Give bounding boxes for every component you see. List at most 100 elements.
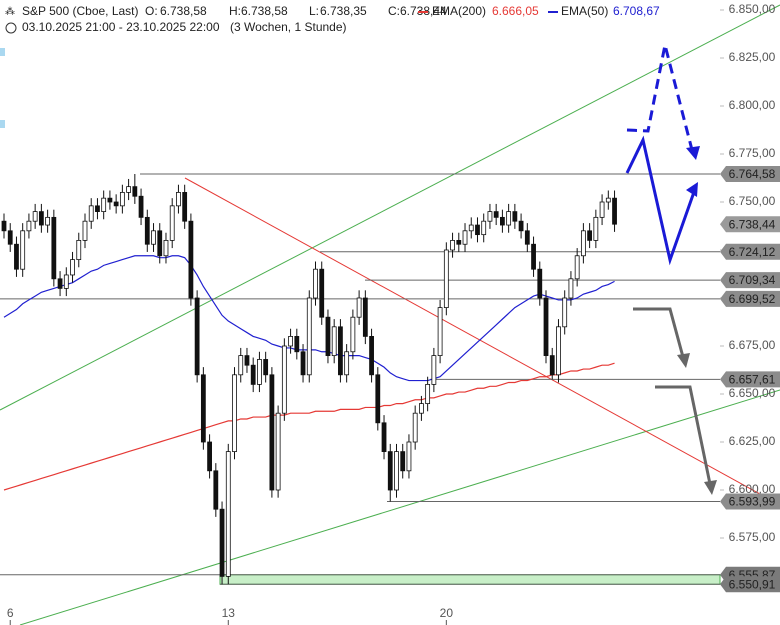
arrow	[625, 135, 696, 266]
candle-body	[531, 243, 536, 270]
candle-body	[213, 470, 219, 510]
price-tag-label: 6.593,99	[729, 495, 776, 509]
trend-line	[19, 389, 780, 625]
candle-body	[269, 374, 275, 491]
candle-body	[26, 220, 32, 232]
candle-body	[556, 326, 561, 376]
candle-body	[599, 201, 605, 218]
arrow-head	[704, 480, 717, 495]
field-key: L:	[309, 4, 319, 18]
price-tag-label: 6.709,34	[729, 273, 776, 287]
trend-line	[0, 4, 780, 411]
candle-body	[7, 230, 13, 245]
y-tick-label: 6.650,00	[729, 386, 776, 400]
legend-value: 6.708,67	[613, 4, 660, 18]
candle-body	[101, 197, 107, 213]
marker	[0, 120, 5, 128]
candle-body	[144, 216, 150, 245]
candle-body	[506, 211, 512, 226]
candle-body	[319, 268, 325, 318]
candle-body	[487, 211, 493, 222]
price-tag	[720, 216, 780, 233]
candle-body	[188, 220, 194, 299]
levels	[0, 173, 721, 585]
candle-body	[400, 451, 406, 472]
candle-body	[443, 249, 449, 309]
candle-body	[244, 355, 250, 366]
candle-body	[587, 230, 593, 241]
candle-body	[126, 186, 131, 193]
candle-body	[369, 336, 374, 376]
date-range: 03.10.2025 21:00 - 23.10.2025 22:00	[22, 20, 220, 34]
candle-body	[138, 195, 144, 218]
candle-body	[512, 211, 518, 222]
candle-body	[325, 316, 331, 357]
legend-entry: EMA(200)	[432, 4, 486, 18]
candle-body	[107, 197, 113, 203]
candle-body	[119, 192, 125, 207]
price-tag	[720, 371, 780, 388]
candle-body	[605, 197, 611, 203]
candle-body	[176, 192, 181, 207]
candle-body	[549, 355, 555, 376]
candle-body	[82, 220, 88, 241]
price-tag	[720, 576, 780, 593]
price-tag-label: 6.550,91	[729, 577, 776, 591]
candle-body	[232, 374, 237, 453]
candle-body	[257, 359, 262, 385]
candle-body	[518, 220, 524, 232]
candle-body	[250, 364, 256, 385]
candle-body	[338, 326, 343, 376]
price-tag-label: 6.657,61	[729, 373, 776, 387]
support-zone	[219, 574, 721, 585]
price-tag	[720, 166, 780, 183]
ema-line	[3, 362, 615, 491]
candle-body	[537, 268, 543, 299]
y-axis: 6.850,00 6.825,00 6.800,00 6.775,00 6.750,00…	[7, 2, 780, 625]
candle-body	[456, 240, 462, 245]
price-tag-label: 6.724,12	[729, 245, 776, 259]
trend-line	[184, 177, 780, 506]
x-tick-label: 13	[222, 606, 236, 620]
candle-body	[207, 441, 212, 472]
candle-body	[387, 451, 393, 491]
y-tick-label: 6.825,00	[729, 50, 776, 64]
candle-body	[1, 220, 7, 232]
period: (3 Wochen, 1 Stunde)	[230, 20, 347, 34]
candle-body	[151, 230, 156, 245]
candle-body	[32, 211, 38, 222]
arrow-head	[686, 182, 698, 197]
marker	[0, 48, 5, 56]
candle-body	[437, 307, 443, 357]
candle-body	[574, 255, 580, 280]
candle-body	[51, 216, 57, 280]
y-tick-label: 6.800,00	[729, 98, 776, 112]
candle-body	[132, 186, 138, 197]
candle-body	[76, 240, 82, 261]
candle-body	[70, 259, 75, 276]
candle-body	[20, 230, 26, 270]
candle-body	[306, 297, 312, 376]
price-tag-label: 6.699,52	[729, 292, 776, 306]
candle-body	[462, 230, 468, 245]
candle-body	[63, 274, 69, 289]
candle-body	[612, 197, 617, 225]
candle-body	[113, 201, 119, 207]
symbol: S&P 500 (Cboe, Last)	[22, 4, 139, 18]
candle-body	[225, 451, 231, 577]
price-tag	[720, 243, 780, 260]
candle-body	[163, 240, 169, 257]
candle-body	[562, 297, 568, 328]
candle-body	[499, 216, 505, 226]
candle-body	[263, 359, 269, 376]
candle-body	[157, 230, 163, 257]
field-key: O:	[145, 4, 158, 18]
candle-body	[95, 205, 100, 213]
icon	[5, 22, 17, 34]
y-tick-label: 6.625,00	[729, 434, 776, 448]
arrow	[655, 385, 712, 485]
price-tag-label: 6.738,44	[729, 217, 776, 231]
candle-body	[219, 508, 225, 577]
y-tick-label: 6.750,00	[729, 194, 776, 208]
